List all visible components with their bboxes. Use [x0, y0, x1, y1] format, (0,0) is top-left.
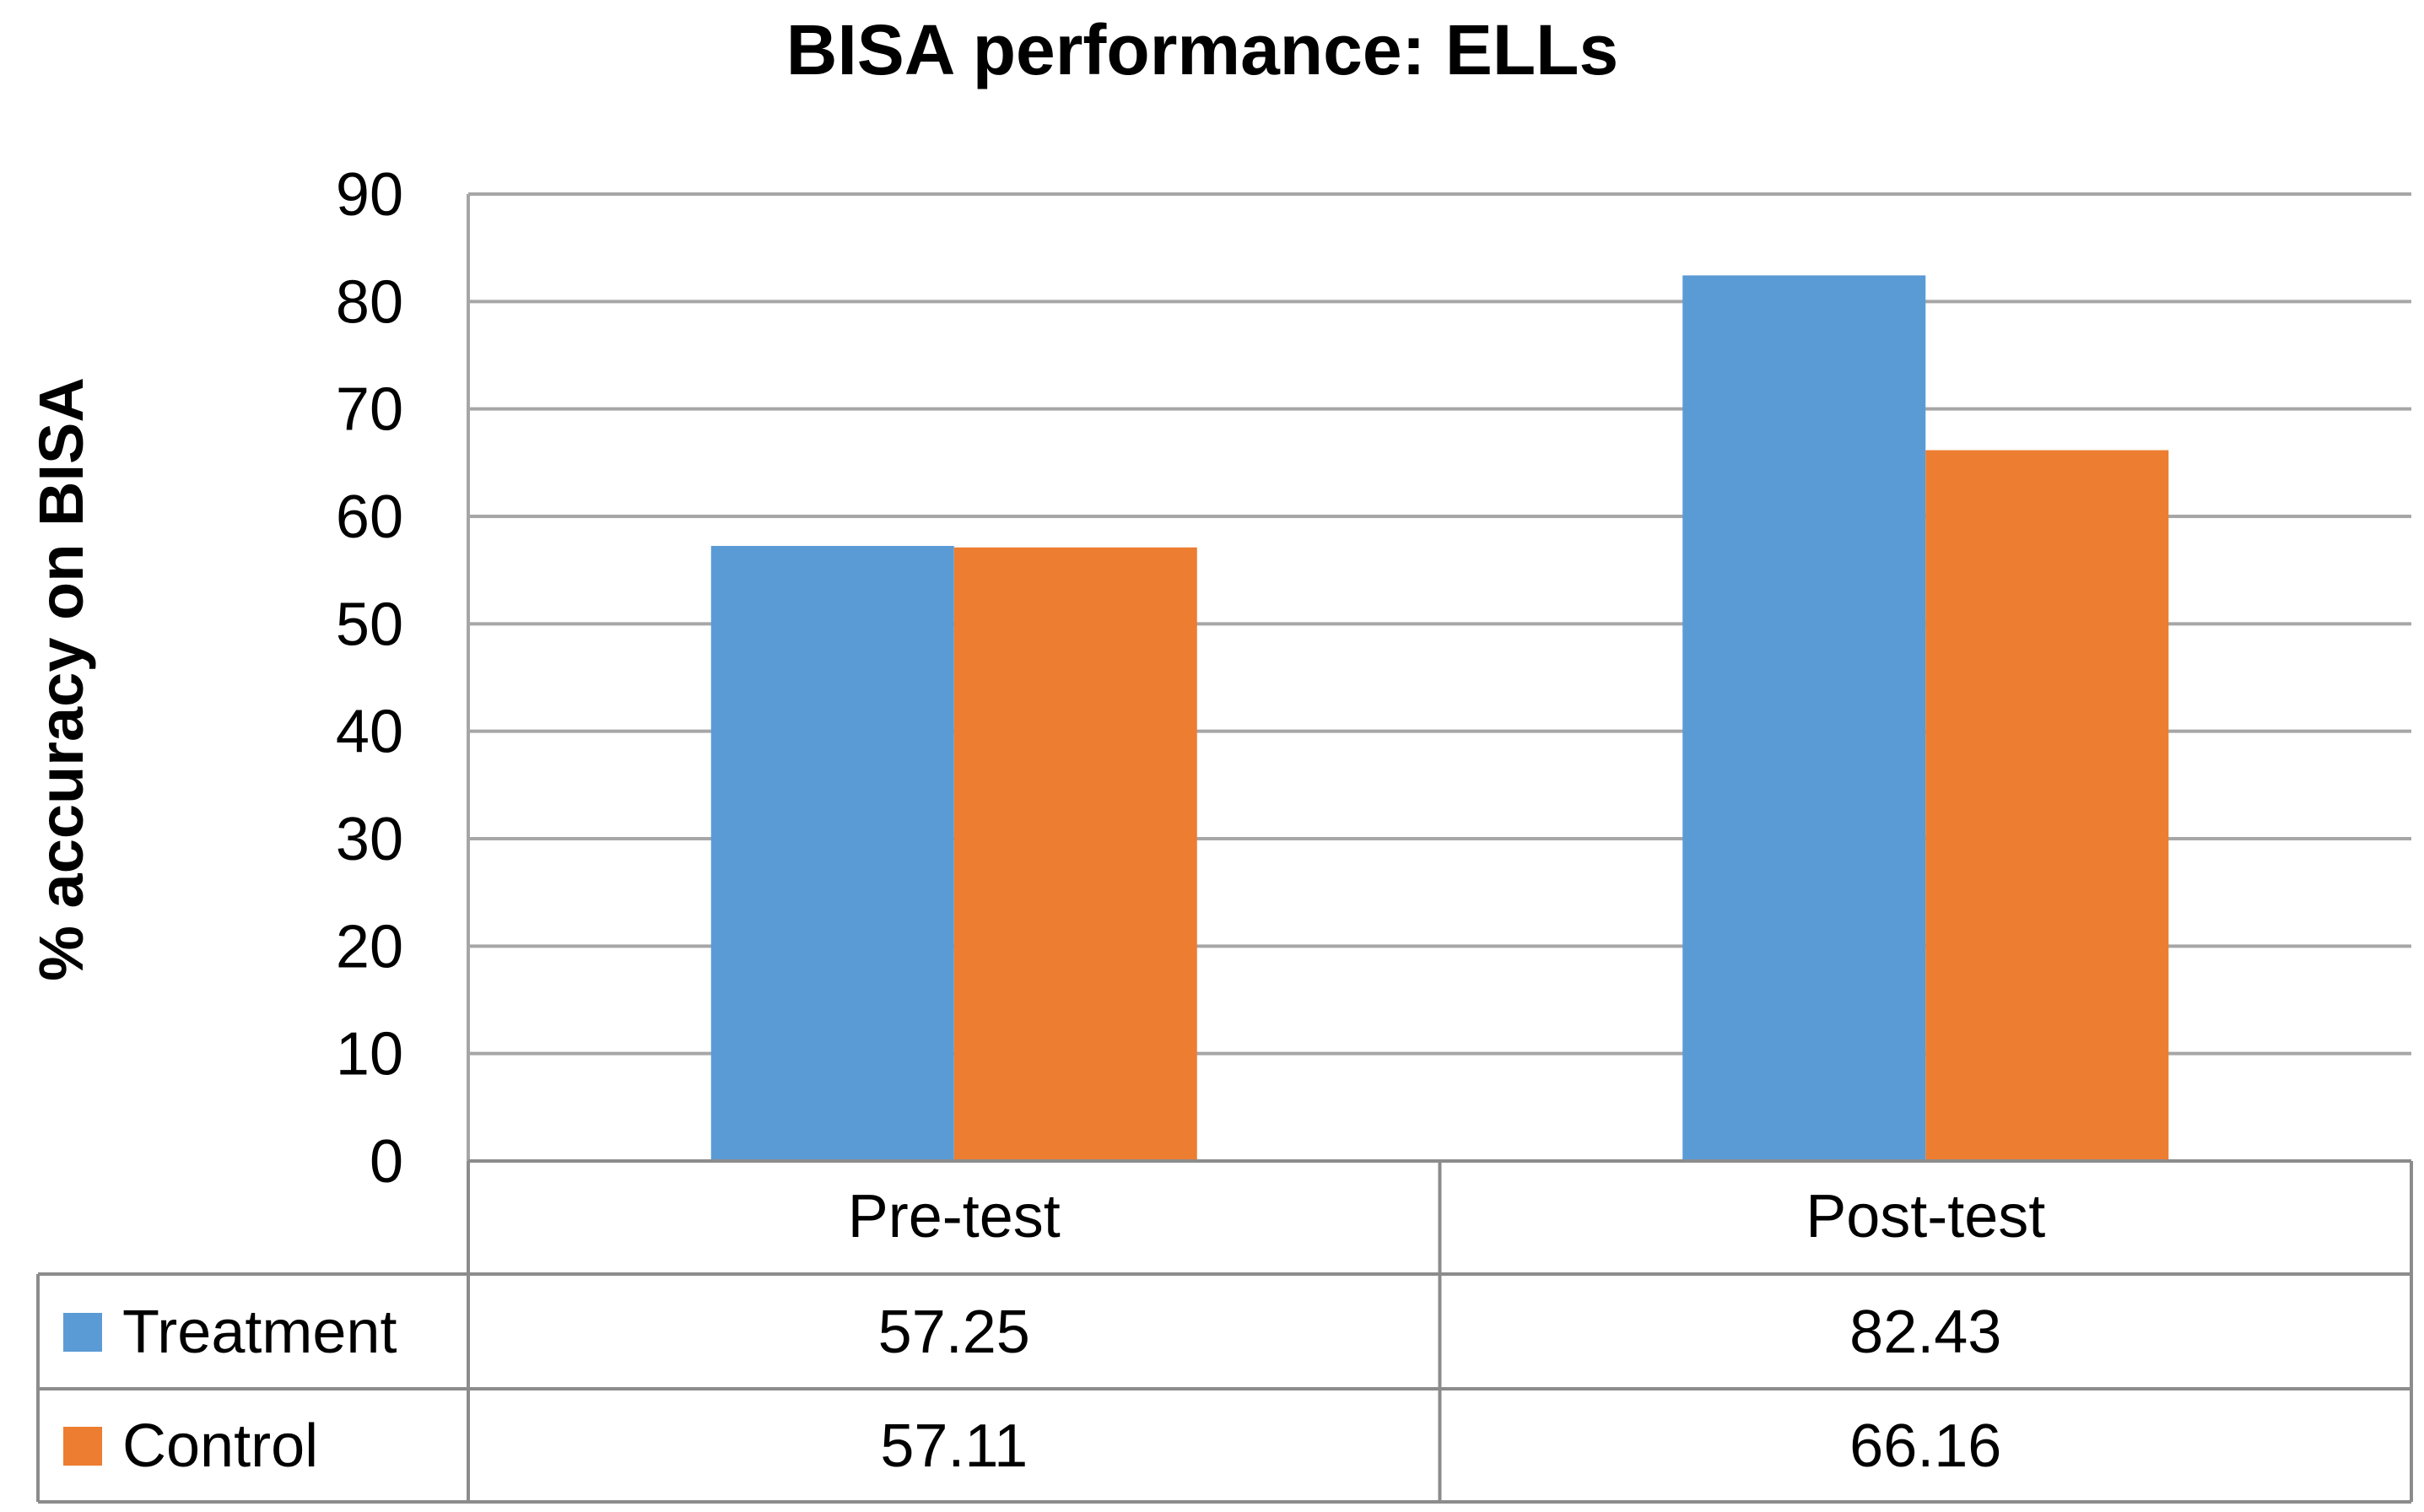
bars: [710, 275, 2169, 1161]
data-label: 57.11: [880, 1412, 1028, 1480]
legend-swatch-control: [63, 1427, 102, 1466]
y-tick-label: 0: [370, 1128, 403, 1196]
data-label: 66.16: [1849, 1412, 2001, 1480]
bar-treatment-post-test: [1682, 275, 1926, 1161]
y-axis-label: % accuracy on BISA: [26, 377, 96, 981]
data-table: Pre-test Post-test Treatment 57.25 82.43 Cont…: [36, 1159, 2413, 1504]
data-label: 82.43: [1849, 1299, 2001, 1366]
data-label: 57.25: [878, 1299, 1030, 1366]
category-label: Pre-test: [848, 1183, 1061, 1250]
y-tick-label: 20: [336, 913, 403, 980]
y-tick-label: 80: [336, 268, 403, 336]
y-tick-label: 90: [336, 161, 403, 229]
y-tick-label: 30: [336, 806, 403, 873]
chart-title: BISA performance: ELLs: [786, 10, 1618, 89]
legend-label-treatment: Treatment: [122, 1299, 397, 1366]
y-tick-label: 60: [336, 483, 403, 551]
bar-treatment-pre-test: [710, 546, 954, 1161]
y-tick-label: 50: [336, 591, 403, 658]
y-tick-label: 70: [336, 376, 403, 444]
y-tick-label: 40: [336, 699, 403, 766]
category-label: Post-test: [1806, 1183, 2045, 1250]
legend-swatch-treatment: [63, 1313, 102, 1352]
legend-label-control: Control: [122, 1412, 318, 1480]
y-tick-label: 10: [336, 1021, 403, 1088]
bar-control-post-test: [1925, 450, 2169, 1161]
y-axis-ticks: 0 10 20 30 40 50 60 70 80 90: [336, 161, 403, 1196]
bar-control-pre-test: [953, 547, 1197, 1161]
